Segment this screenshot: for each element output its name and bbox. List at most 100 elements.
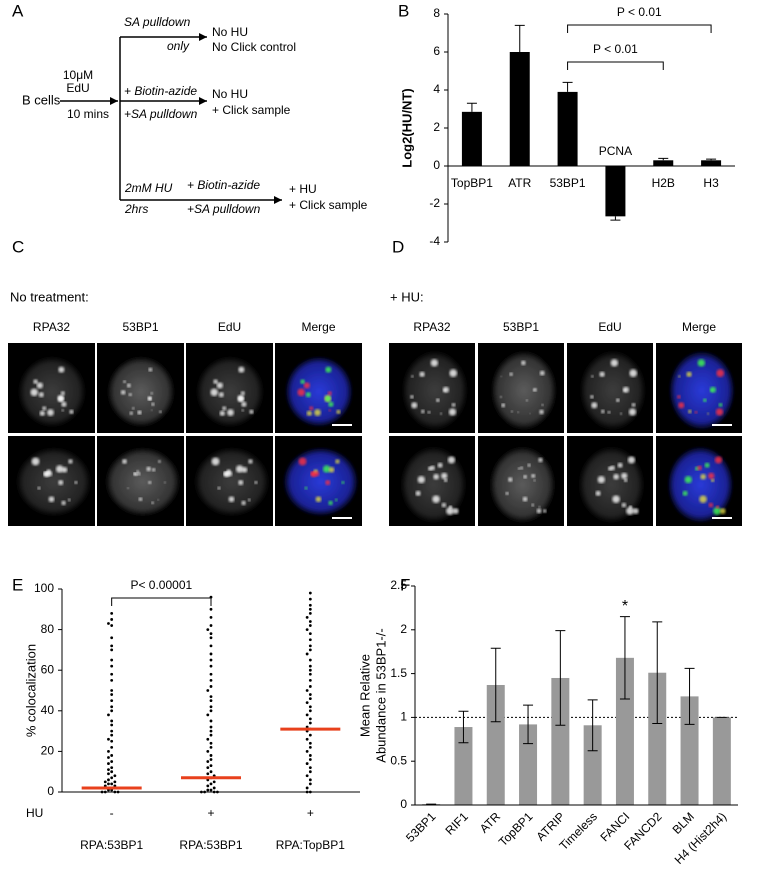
data-point xyxy=(209,719,213,723)
focus xyxy=(591,402,598,409)
data-point xyxy=(110,754,114,757)
bar xyxy=(680,696,699,805)
data-point xyxy=(305,737,309,741)
data-point xyxy=(203,790,207,794)
focus xyxy=(151,501,154,505)
focus xyxy=(538,457,543,463)
focus xyxy=(58,396,64,402)
data-point xyxy=(305,774,309,778)
focus xyxy=(508,477,513,482)
data-point xyxy=(308,790,312,794)
data-point xyxy=(209,607,213,611)
data-point xyxy=(103,780,107,784)
data-point xyxy=(209,699,213,703)
panel-heading: + HU: xyxy=(390,289,424,304)
focus xyxy=(595,490,601,496)
focus xyxy=(328,500,333,506)
focus xyxy=(219,410,225,416)
focus xyxy=(430,465,435,471)
data-point xyxy=(308,644,312,648)
focus xyxy=(217,486,221,490)
x-tick-label: PCNA xyxy=(599,144,632,158)
focus xyxy=(628,408,637,416)
y-tick-label: 2.5 xyxy=(390,578,407,592)
focus xyxy=(430,359,439,367)
y-tick-label: 20 xyxy=(41,744,55,758)
focus xyxy=(38,392,44,398)
panel-label: A xyxy=(12,1,24,20)
focus xyxy=(700,473,707,480)
bar xyxy=(486,684,505,805)
data-point xyxy=(110,678,114,682)
data-point xyxy=(113,774,117,778)
data-point xyxy=(209,745,213,749)
data-point xyxy=(110,699,114,703)
data-point xyxy=(107,713,110,717)
focus xyxy=(146,466,151,472)
focus xyxy=(616,398,620,403)
data-point xyxy=(209,758,213,761)
focus xyxy=(222,406,227,411)
focus xyxy=(716,369,725,378)
data-point xyxy=(110,624,114,627)
data-point xyxy=(308,638,312,642)
data-point xyxy=(308,632,312,636)
x-tick-label: BLM xyxy=(670,809,697,836)
focus xyxy=(708,502,714,508)
focus xyxy=(517,411,519,414)
focus xyxy=(42,406,47,411)
focus xyxy=(235,465,244,473)
data-point xyxy=(209,729,213,733)
focus xyxy=(436,398,440,403)
y-tick-label: 40 xyxy=(41,703,55,717)
error-bar xyxy=(706,158,717,161)
row-value: - xyxy=(110,806,114,820)
focus xyxy=(297,388,305,397)
focus xyxy=(151,409,153,412)
focus xyxy=(610,359,619,367)
bar xyxy=(519,724,538,805)
data-point xyxy=(209,672,213,676)
focus xyxy=(437,462,443,468)
focus xyxy=(39,410,45,416)
focus xyxy=(710,478,715,483)
x-tick-label: H2B xyxy=(652,176,675,190)
nucleus xyxy=(107,356,175,427)
focus xyxy=(61,500,66,506)
data-point xyxy=(308,685,312,688)
focus xyxy=(210,388,218,397)
focus xyxy=(248,459,253,464)
focus xyxy=(127,487,129,489)
focus xyxy=(697,465,702,471)
focus xyxy=(415,490,421,496)
significance-label: P < 0.01 xyxy=(617,5,662,19)
focus xyxy=(36,382,43,389)
error-bar xyxy=(610,216,621,221)
focus xyxy=(704,462,710,468)
bar xyxy=(557,91,578,166)
focus xyxy=(448,408,457,416)
data-point xyxy=(209,636,213,640)
focus xyxy=(328,401,334,407)
data-point xyxy=(305,713,309,717)
focus xyxy=(443,478,448,483)
data-point xyxy=(209,754,213,757)
micrograph xyxy=(275,343,362,433)
focus xyxy=(305,392,311,398)
focus xyxy=(335,459,340,464)
data-point xyxy=(216,790,219,794)
focus xyxy=(538,506,541,508)
focus xyxy=(148,367,153,372)
data-point xyxy=(308,597,312,601)
focus xyxy=(626,507,634,515)
data-point xyxy=(209,709,213,713)
focus xyxy=(536,508,542,514)
data-point xyxy=(113,790,117,794)
data-point xyxy=(308,766,312,770)
micrograph xyxy=(478,436,564,526)
y-tick-label: 1 xyxy=(400,710,407,724)
data-point xyxy=(110,636,114,640)
focus xyxy=(525,399,528,402)
nucleus xyxy=(194,447,270,517)
condition: + Biotin-azide xyxy=(187,178,260,192)
